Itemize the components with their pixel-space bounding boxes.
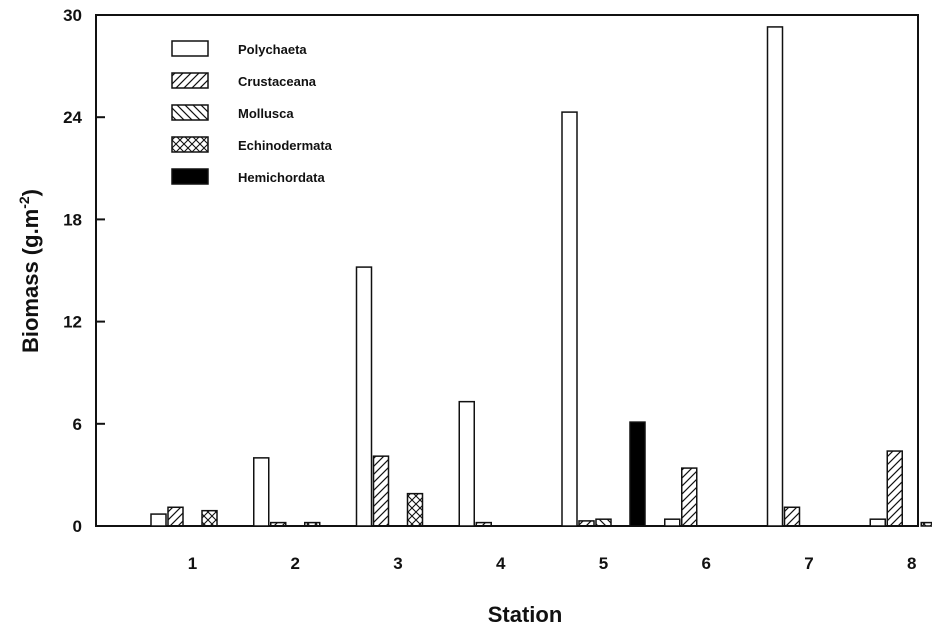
- bar-hemichordata-station-5: [629, 421, 646, 527]
- bar-polychaeta-station-4: [458, 400, 475, 527]
- bar-echinodermata-station-8: [920, 521, 932, 527]
- x-axis-title: Station: [488, 602, 563, 627]
- bar-polychaeta-station-6: [664, 518, 681, 527]
- legend-swatch-polychaeta: [171, 40, 209, 57]
- x-tick-label: 8: [907, 554, 916, 573]
- legend-swatch-mollusca: [171, 104, 209, 121]
- y-tick-label: 24: [63, 108, 82, 127]
- legend-label-echinodermata: Echinodermata: [238, 138, 333, 153]
- x-tick-label: 7: [804, 554, 813, 573]
- x-tick-label: 2: [291, 554, 300, 573]
- bar-crustaceana-station-6: [681, 467, 698, 527]
- x-tick-label: 3: [393, 554, 402, 573]
- x-tick-label: 6: [702, 554, 711, 573]
- legend-swatch-crustaceana: [171, 72, 209, 89]
- y-axis-title-main: Biomass (g.m: [18, 209, 43, 353]
- y-tick-label: 12: [63, 313, 82, 332]
- bar-echinodermata-station-2: [304, 521, 321, 527]
- legend-label-mollusca: Mollusca: [238, 106, 294, 121]
- bar-polychaeta-station-2: [253, 457, 270, 527]
- bar-echinodermata-station-3: [406, 492, 424, 527]
- x-tick-label: 5: [599, 554, 608, 573]
- y-tick-label: 6: [73, 415, 82, 434]
- bar-polychaeta-station-7: [766, 26, 784, 527]
- bar-crustaceana-station-3: [372, 455, 390, 527]
- y-tick-label: 30: [63, 6, 82, 25]
- bar-polychaeta-station-3: [355, 266, 373, 527]
- bar-polychaeta-station-5: [561, 111, 578, 527]
- legend-label-polychaeta: Polychaeta: [238, 42, 307, 57]
- y-tick-label: 0: [73, 517, 82, 536]
- y-axis-title: Biomass (g.m-2): [16, 189, 43, 353]
- bar-crustaceana-station-4: [475, 521, 492, 527]
- bar-crustaceana-station-2: [270, 521, 287, 527]
- bar-crustaceana-station-5: [578, 520, 595, 527]
- y-axis-title-close: ): [18, 189, 43, 196]
- y-axis-title-superscript: -2: [16, 196, 32, 209]
- legend-swatch-echinodermata: [171, 136, 209, 153]
- x-tick-label: 4: [496, 554, 506, 573]
- chart-bars: [150, 26, 932, 527]
- plot-frame: [95, 14, 919, 527]
- bar-crustaceana-station-8: [886, 450, 903, 527]
- bar-polychaeta-station-8: [869, 518, 886, 527]
- bar-polychaeta-station-1: [150, 513, 167, 527]
- bar-crustaceana-station-7: [783, 506, 801, 527]
- legend-swatch-hemichordata: [171, 168, 209, 185]
- bar-crustaceana-station-1: [167, 506, 184, 527]
- legend-label-crustaceana: Crustaceana: [238, 74, 317, 89]
- chart-legend: Polychaeta Crustaceana Mollusca Echinoderma…: [171, 40, 333, 185]
- legend-label-hemichordata: Hemichordata: [238, 170, 325, 185]
- x-tick-label: 1: [188, 554, 197, 573]
- bar-echinodermata-station-1: [201, 509, 218, 527]
- bar-mollusca-station-5: [595, 518, 612, 527]
- chart-axes: [95, 14, 919, 527]
- y-tick-label: 18: [63, 210, 82, 229]
